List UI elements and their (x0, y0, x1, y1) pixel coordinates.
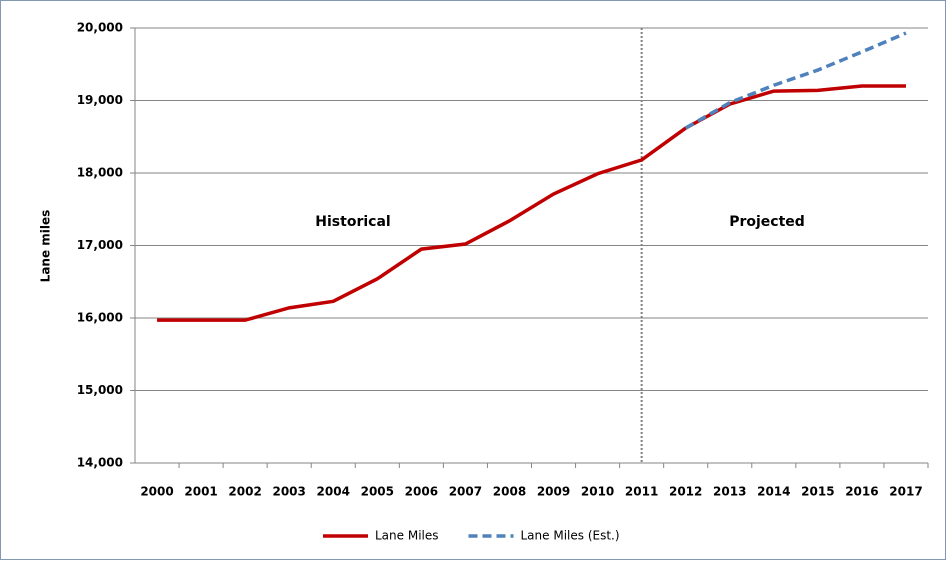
x-tick-label: 2002 (228, 485, 261, 499)
y-tick-label: 17,000 (77, 238, 123, 252)
x-tick-label: 2013 (713, 485, 746, 499)
legend-label: Lane Miles (Est.) (521, 529, 620, 543)
y-tick-label: 20,000 (77, 21, 123, 35)
y-tick-label: 18,000 (77, 166, 123, 180)
data-line (157, 84, 906, 322)
annotation: Projected (729, 214, 805, 230)
x-tick-label: 2007 (449, 485, 482, 499)
y-tick-label: 16,000 (77, 311, 123, 325)
y-tick-label: 19,000 (77, 93, 123, 107)
x-tick-label: 2000 (140, 485, 173, 499)
y-axis-label: Lane miles (39, 210, 53, 283)
x-tick-label: 2010 (581, 485, 614, 499)
x-tick-label: 2005 (361, 485, 394, 499)
data-line (684, 31, 907, 130)
y-tick-label: 15,000 (77, 383, 123, 397)
x-tick-label: 2012 (669, 485, 702, 499)
x-tick-label: 2008 (493, 485, 526, 499)
legend-label: Lane Miles (375, 529, 439, 543)
x-tick-label: 2011 (625, 485, 658, 499)
x-tick-label: 2015 (801, 485, 834, 499)
x-tick-label: 2009 (537, 485, 570, 499)
annotation: Historical (315, 214, 390, 230)
x-tick-label: 2017 (889, 485, 922, 499)
x-tick-label: 2001 (184, 485, 217, 499)
y-tick-label: 14,000 (77, 456, 123, 470)
x-tick-label: 2016 (845, 485, 878, 499)
x-tick-label: 2004 (317, 485, 350, 499)
x-tick-label: 2003 (272, 485, 305, 499)
x-tick-label: 2014 (757, 485, 790, 499)
x-tick-label: 2006 (405, 485, 438, 499)
